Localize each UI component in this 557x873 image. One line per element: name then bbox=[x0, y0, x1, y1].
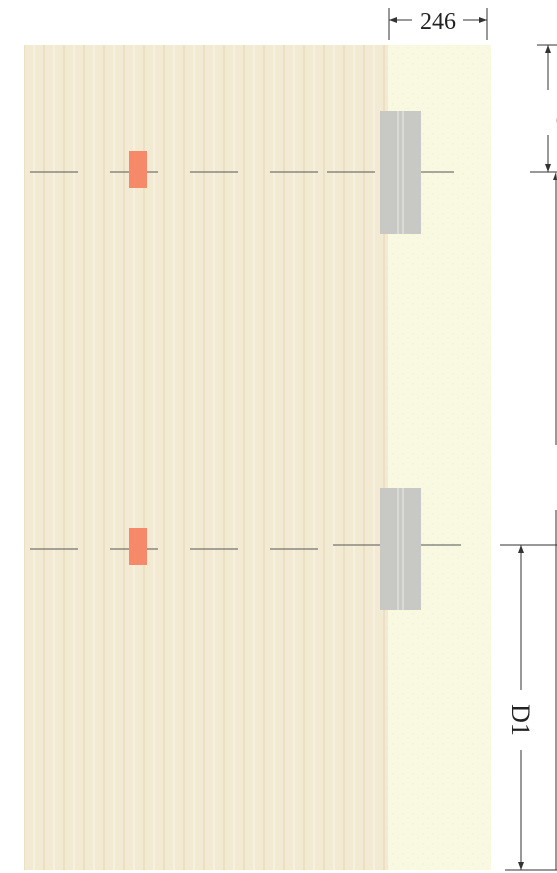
dimension-right-chain: D3 D2 D1 bbox=[500, 44, 557, 871]
dimension-label-d2: D2 bbox=[551, 460, 557, 492]
mounting-bracket bbox=[380, 111, 421, 234]
anchor-marker bbox=[129, 151, 147, 188]
dimension-label-d1: D1 bbox=[506, 704, 535, 736]
fixing-row-upper bbox=[30, 111, 454, 234]
mounting-bracket bbox=[380, 488, 421, 610]
dimension-label-246: 246 bbox=[420, 9, 456, 35]
dimension-label-d3: D3 bbox=[551, 96, 557, 128]
fixing-row-lower bbox=[30, 488, 461, 610]
dimension-top-width: 246 bbox=[388, 8, 488, 40]
wall-panel bbox=[24, 45, 388, 870]
anchor-marker bbox=[129, 528, 147, 565]
